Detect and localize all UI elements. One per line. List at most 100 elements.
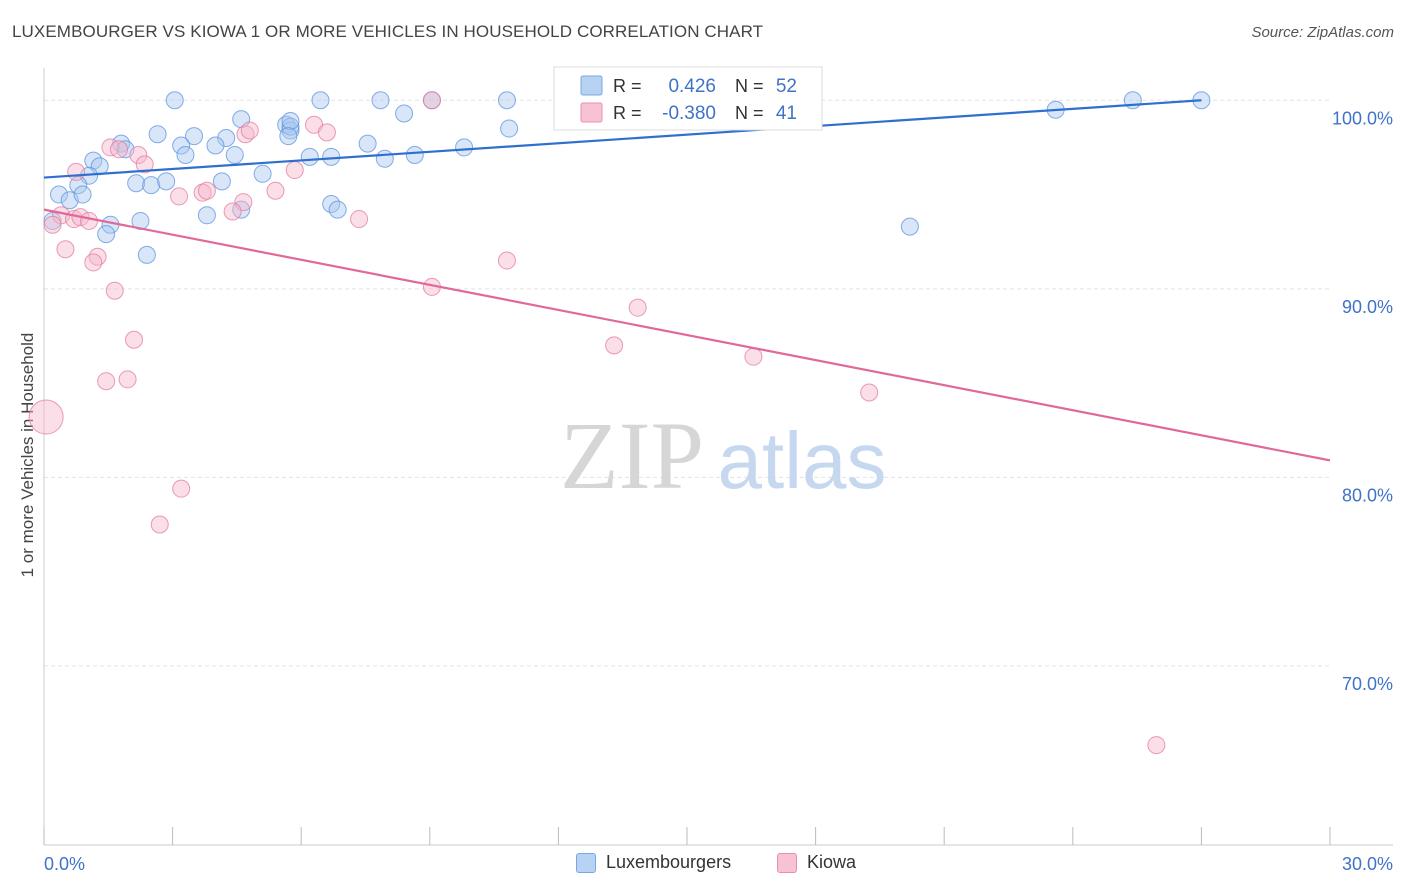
point-luxembourgers-42 <box>73 185 92 204</box>
source-label: Source: ZipAtlas.com <box>1251 24 1394 41</box>
point-kiowa-13 <box>170 187 189 206</box>
legend-n-label-2: N = <box>735 103 764 123</box>
point-luxembourgers-9 <box>395 104 414 123</box>
point-kiowa-8 <box>110 140 129 159</box>
point-luxembourgers-22 <box>225 145 244 164</box>
point-luxembourgers-32 <box>322 147 341 166</box>
tick-labels: 100.0% 90.0% 80.0% 70.0% 0.0% 30.0% <box>44 108 1393 874</box>
legend-swatch-kiowa-bottom <box>777 852 797 873</box>
legend-item-luxembourgers: Luxembourgers <box>576 852 731 873</box>
point-luxembourgers-40 <box>50 185 69 204</box>
x-tick-label-1: 30.0% <box>1342 854 1393 874</box>
point-luxembourgers-1 <box>311 91 330 110</box>
chart-title: LUXEMBOURGER VS KIOWA 1 OR MORE VEHICLES… <box>12 22 764 41</box>
legend-n-label-1: N = <box>735 76 764 96</box>
axes <box>43 68 1393 846</box>
legend-r-value-2: -0.380 <box>662 103 716 124</box>
y-tick-label-2: 80.0% <box>1342 485 1393 505</box>
point-kiowa-36 <box>860 383 879 402</box>
point-luxembourgers-2 <box>371 91 390 110</box>
x-tick-label-0: 0.0% <box>44 854 85 874</box>
watermark-zip: ZIP <box>560 402 704 509</box>
point-kiowa-29 <box>105 281 124 300</box>
point-luxembourgers-37 <box>142 176 161 195</box>
y-tick-label-0: 100.0% <box>1332 108 1393 128</box>
legend-n-value-1: 52 <box>776 76 797 97</box>
point-luxembourgers-52 <box>900 217 919 236</box>
point-luxembourgers-36 <box>127 174 146 193</box>
point-luxembourgers-21 <box>206 136 225 155</box>
point-luxembourgers-31 <box>300 147 319 166</box>
legend-label-luxembourgers: Luxembourgers <box>606 852 732 872</box>
trend-line-kiowa <box>43 208 1331 462</box>
point-luxembourgers-33 <box>375 149 394 168</box>
trend-line-luxembourgers <box>43 99 1202 179</box>
legend-label-kiowa: Kiowa <box>807 852 857 872</box>
point-kiowa-11 <box>67 162 86 181</box>
point-luxembourgers-12 <box>148 125 167 144</box>
point-kiowa-17 <box>223 202 242 221</box>
point-kiowa-38 <box>172 479 191 498</box>
point-kiowa-23 <box>43 215 62 234</box>
correlation-legend: R = 0.426 N = 52 R = -0.380 N = 41 <box>553 66 823 131</box>
point-luxembourgers-29 <box>176 145 195 164</box>
legend-n-value-2: 41 <box>776 103 797 124</box>
legend-r-label-1: R = <box>613 76 642 96</box>
point-luxembourgers-26 <box>455 138 474 157</box>
point-luxembourgers-25 <box>405 145 424 164</box>
trend-lines <box>43 99 1331 462</box>
point-luxembourgers-24 <box>358 134 377 153</box>
gridlines <box>44 99 1330 667</box>
point-luxembourgers-35 <box>69 176 88 195</box>
watermark: ZIP atlas <box>560 402 886 509</box>
point-kiowa-39 <box>150 515 169 534</box>
point-kiowa-0 <box>422 91 441 110</box>
point-luxembourgers-14 <box>217 128 236 147</box>
point-luxembourgers-47 <box>43 211 62 230</box>
point-kiowa-27 <box>497 251 516 270</box>
point-luxembourgers-39 <box>212 172 231 191</box>
point-kiowa-9 <box>135 155 154 174</box>
legend-swatch-luxembourgers <box>580 75 603 96</box>
legend-item-kiowa: Kiowa <box>777 852 856 873</box>
point-luxembourgers-4 <box>497 91 516 110</box>
point-luxembourgers-51 <box>137 245 156 264</box>
point-kiowa-3 <box>317 123 336 142</box>
legend-swatch-luxembourgers-bottom <box>576 852 596 873</box>
watermark-atlas: atlas <box>718 416 887 505</box>
y-tick-label-1: 90.0% <box>1342 297 1393 317</box>
point-kiowa-10 <box>285 161 304 180</box>
point-luxembourgers-44 <box>328 200 347 219</box>
point-luxembourgers-0 <box>165 91 184 110</box>
point-luxembourgers-38 <box>157 172 176 191</box>
point-kiowa-34 <box>97 372 116 391</box>
point-kiowa-37 <box>28 399 64 435</box>
point-kiowa-14 <box>197 181 216 200</box>
point-kiowa-26 <box>84 253 103 272</box>
point-luxembourgers-20 <box>172 136 191 155</box>
point-luxembourgers-23 <box>279 127 298 146</box>
point-luxembourgers-11 <box>500 119 519 138</box>
point-kiowa-40 <box>1147 736 1166 755</box>
point-luxembourgers-45 <box>197 206 216 225</box>
point-kiowa-6 <box>129 145 148 164</box>
point-kiowa-31 <box>125 330 144 349</box>
y-tick-label-3: 70.0% <box>1342 674 1393 694</box>
point-kiowa-35 <box>118 370 137 389</box>
point-luxembourgers-50 <box>97 225 116 244</box>
point-luxembourgers-17 <box>281 112 300 131</box>
point-luxembourgers-30 <box>253 164 272 183</box>
point-kiowa-30 <box>628 298 647 317</box>
legend-r-value-1: 0.426 <box>668 76 716 97</box>
point-kiowa-32 <box>605 336 624 355</box>
point-kiowa-16 <box>266 181 285 200</box>
point-luxembourgers-13 <box>185 127 204 146</box>
point-kiowa-5 <box>240 121 259 140</box>
point-kiowa-22 <box>350 210 369 229</box>
point-kiowa-21 <box>80 211 99 230</box>
series-legend: Luxembourgers Kiowa <box>0 852 1406 878</box>
legend-swatch-kiowa <box>580 102 603 123</box>
point-kiowa-33 <box>744 347 763 366</box>
legend-r-label-2: R = <box>613 103 642 123</box>
